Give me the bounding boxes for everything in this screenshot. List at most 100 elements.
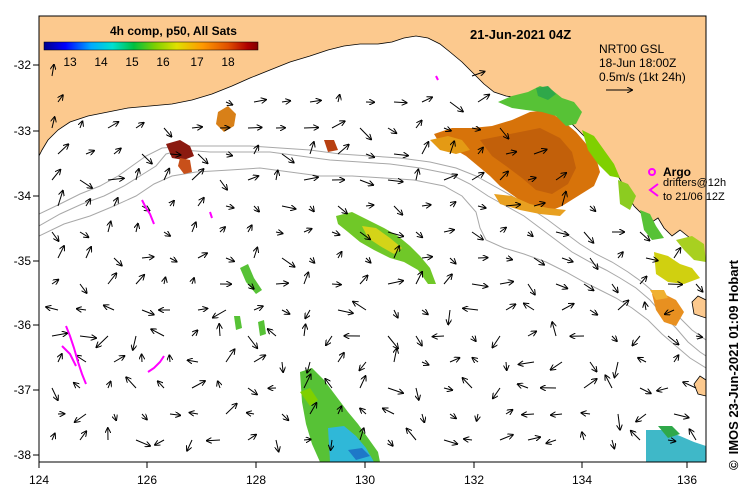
current-arrow [667, 335, 678, 344]
current-arrow [582, 413, 591, 414]
current-arrow [528, 232, 533, 236]
current-arrow [57, 246, 64, 259]
current-arrow [331, 284, 341, 285]
current-arrow [359, 276, 368, 285]
current-arrow [192, 278, 194, 285]
current-arrow [282, 361, 283, 372]
current-arrow [505, 205, 520, 207]
current-arrow [213, 309, 227, 318]
current-arrow [254, 146, 258, 155]
current-arrow [337, 205, 347, 214]
map-title: 21-Jun-2021 04Z [470, 27, 571, 42]
current-arrow [636, 413, 647, 422]
sst-data-layer [166, 86, 706, 462]
current-arrow [225, 154, 232, 156]
current-arrow [218, 381, 220, 389]
x-tick-label: 124 [29, 473, 49, 487]
current-arrow [247, 176, 258, 180]
current-arrow [136, 169, 139, 181]
current-arrow [225, 206, 234, 208]
current-arrow [551, 361, 563, 370]
current-arrow [499, 127, 508, 139]
current-arrow [472, 336, 476, 341]
current-arrow [197, 253, 207, 259]
current-arrow [546, 440, 557, 443]
current-arrow [443, 274, 452, 285]
x-tick-label: 132 [464, 473, 484, 487]
current-arrow [107, 178, 124, 180]
current-arrow [449, 141, 454, 155]
current-arrow [387, 180, 403, 182]
current-arrow [303, 273, 308, 285]
current-arrow [141, 309, 154, 315]
current-arrow [142, 413, 147, 419]
current-arrow [433, 336, 445, 337]
y-tick-label: -34 [14, 189, 32, 203]
credit-text: © IMOS 23-Jun-2021 01:09 Hobart [726, 259, 741, 470]
current-arrow [107, 122, 118, 129]
current-arrow [51, 170, 60, 181]
current-arrow [387, 231, 403, 236]
current-arrow [387, 335, 398, 348]
current-arrow [359, 127, 371, 139]
current-arrow [583, 283, 593, 290]
current-arrow [74, 383, 81, 388]
argo-line1: drifters@12h [663, 177, 726, 189]
current-arrow [57, 191, 63, 207]
colorbar-gradient [43, 41, 259, 51]
current-arrow [188, 360, 199, 362]
current-arrow [192, 222, 196, 233]
current-arrow [505, 152, 516, 154]
current-arrow [471, 72, 485, 77]
current-arrow [51, 387, 58, 400]
current-arrow [657, 388, 669, 391]
current-arrow [281, 257, 295, 267]
current-arrow [551, 414, 563, 415]
current-arrow [310, 142, 314, 155]
current-arrow [477, 95, 489, 103]
current-arrow [253, 100, 266, 102]
current-arrow [163, 169, 169, 181]
current-arrow [359, 179, 373, 185]
current-arrow [449, 414, 456, 418]
current-arrow [113, 257, 122, 266]
current-arrow [471, 284, 487, 287]
current-arrow [77, 309, 87, 310]
current-arrow [360, 361, 367, 370]
current-arrow [207, 440, 221, 441]
argo-marker-icon [648, 168, 656, 176]
colorbar-tick-label: 15 [125, 55, 139, 69]
current-arrow [108, 222, 111, 233]
current-arrow [155, 439, 165, 445]
current-arrow [135, 439, 150, 446]
land-southeast [693, 375, 706, 397]
current-arrow [52, 65, 54, 77]
current-arrow [527, 283, 535, 295]
current-arrow [133, 335, 136, 350]
current-arrow [225, 404, 237, 415]
current-arrow [275, 283, 288, 284]
current-arrow [583, 379, 597, 389]
current-arrow [310, 258, 314, 263]
x-tick-label: 126 [137, 473, 157, 487]
current-arrow [359, 231, 370, 239]
current-arrow [667, 284, 682, 285]
argo-line2: to 21/06 12Z [663, 191, 725, 203]
current-arrow [337, 310, 353, 313]
current-arrow [190, 413, 199, 414]
current-legend-line2: 18-Jun 18:00Z [599, 56, 676, 70]
current-arrow [387, 127, 396, 133]
current-arrow [310, 206, 314, 211]
current-arrow [80, 121, 82, 129]
current-arrow [337, 145, 349, 155]
current-arrow [366, 258, 371, 263]
current-arrow [612, 439, 614, 448]
current-arrow [247, 435, 256, 441]
current-arrow [113, 356, 124, 363]
argo-legend: Argo drifters@12h to 21/06 12Z [648, 165, 726, 203]
current-arrow [665, 310, 675, 314]
current-arrow [561, 192, 566, 207]
current-arrow [303, 375, 311, 389]
current-arrow [673, 248, 680, 259]
current-arrow [135, 275, 144, 285]
